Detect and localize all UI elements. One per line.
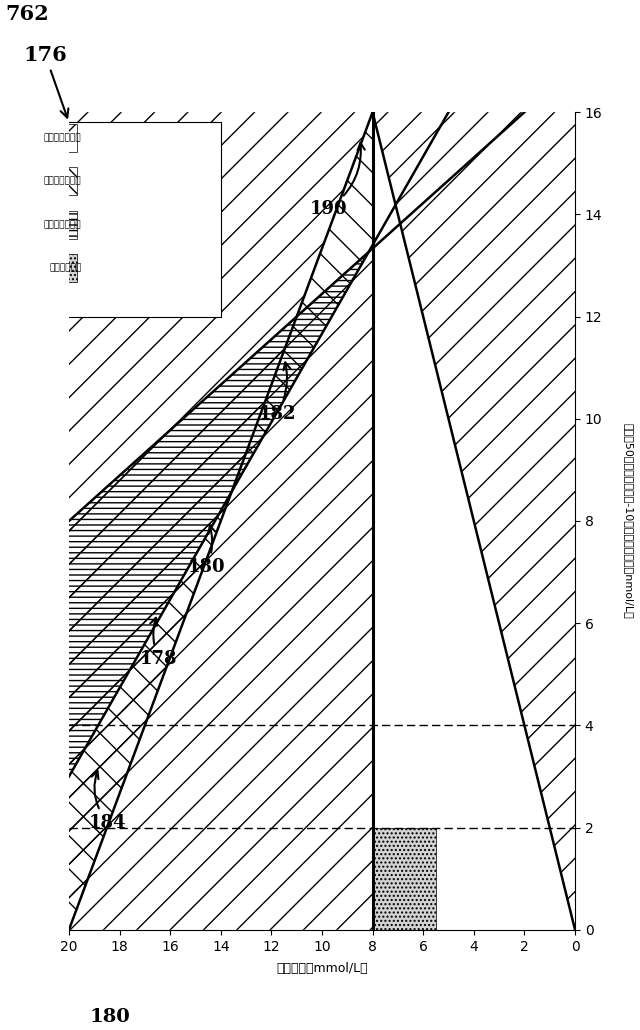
Text: 178: 178 xyxy=(140,618,177,668)
X-axis label: メジアン（mmol/L）: メジアン（mmol/L） xyxy=(276,962,368,974)
Bar xyxy=(49,254,77,282)
Bar xyxy=(49,124,77,151)
Text: 182: 182 xyxy=(259,363,296,422)
Text: 低血糖リスク高: 低血糖リスク高 xyxy=(44,133,81,142)
Text: 190: 190 xyxy=(309,143,365,218)
Bar xyxy=(0,123,221,316)
Text: 176: 176 xyxy=(24,45,68,117)
Text: 低血糖リスク低: 低血糖リスク低 xyxy=(44,220,81,229)
Text: 184: 184 xyxy=(89,771,127,831)
Bar xyxy=(49,167,77,196)
Text: 低血糖リスク中: 低血糖リスク中 xyxy=(44,177,81,185)
Text: 762: 762 xyxy=(6,4,49,24)
Text: 180: 180 xyxy=(89,1007,130,1026)
Text: ターゲット内: ターゲット内 xyxy=(49,264,81,273)
Y-axis label: 変動、50パーセンタイル-10パーセンタイル（nmol/L）: 変動、50パーセンタイル-10パーセンタイル（nmol/L） xyxy=(623,423,633,619)
Bar xyxy=(49,210,77,239)
Text: 180: 180 xyxy=(188,526,225,576)
